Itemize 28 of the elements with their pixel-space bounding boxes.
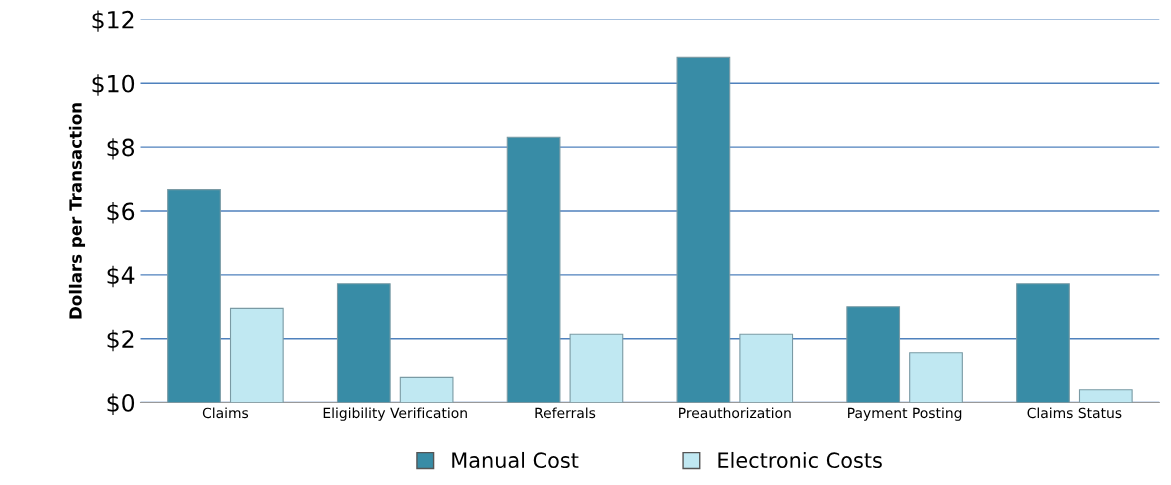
y-tick-label: $10 [92, 74, 135, 96]
bar [506, 136, 561, 403]
x-tick-label: Claims Status [1027, 407, 1122, 419]
y-tick-label: $6 [107, 202, 135, 224]
bar [676, 56, 731, 403]
bar [909, 352, 963, 403]
x-tick-label: Payment Posting [848, 407, 962, 421]
x-tick-label: Referrals [535, 407, 596, 419]
bar [569, 333, 624, 403]
legend-label: Electronic Costs [718, 451, 882, 469]
bar [846, 306, 901, 403]
y-tick-label: $12 [92, 10, 134, 32]
legend-label: Manual Cost [452, 451, 579, 469]
bar [399, 376, 454, 403]
bar [1016, 283, 1070, 403]
y-tick-label: $0 [107, 393, 135, 415]
x-tick-label: Preauthorization [679, 407, 791, 419]
bar [167, 189, 221, 403]
y-axis-title: Dollars per Transaction [68, 103, 86, 319]
bar [229, 307, 284, 403]
y-tick-label: $4 [107, 265, 135, 288]
y-tick-label: $2 [107, 329, 134, 352]
y-tick-label: $8 [107, 138, 135, 160]
bar [1078, 389, 1133, 403]
bar [336, 283, 391, 403]
x-tick-label: Eligibility Verification [323, 407, 467, 421]
bar [739, 333, 794, 403]
x-tick-label: Claims [202, 407, 249, 419]
